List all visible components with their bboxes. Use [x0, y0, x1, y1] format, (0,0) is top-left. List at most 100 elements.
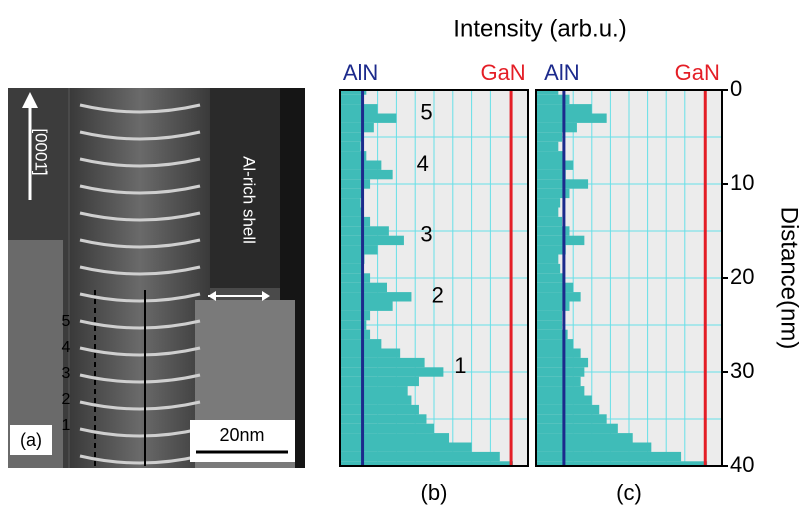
profile-bar — [536, 122, 577, 133]
profile-bar — [340, 433, 450, 443]
title: Intensity (arb.u.) — [453, 15, 626, 42]
profile-bar — [340, 414, 427, 424]
shell-label: Al-rich shell — [240, 156, 259, 244]
profile-bar — [340, 216, 371, 227]
profile-bar — [536, 179, 589, 189]
profile-bar — [340, 132, 363, 142]
profile-bar — [340, 188, 363, 199]
plot-frame — [339, 89, 529, 467]
profile-bar — [340, 367, 444, 377]
profile-bar — [536, 94, 570, 105]
profile-bar — [536, 273, 564, 283]
profile-bar — [536, 423, 618, 434]
profile-bar — [340, 442, 472, 452]
profile-bar — [340, 169, 393, 180]
profile-bar — [536, 132, 563, 142]
profile-bar — [536, 263, 561, 274]
scale-bar-label: 20nm — [219, 425, 264, 445]
profile-bar — [340, 329, 371, 340]
peak-label: 1 — [454, 353, 466, 378]
profile-bar — [340, 160, 382, 170]
profile-bar — [536, 226, 570, 236]
y-tick-label: 20 — [730, 264, 754, 289]
profile-bar — [340, 395, 412, 405]
peak-label: 2 — [432, 283, 444, 308]
profile-bar — [340, 404, 419, 415]
profile-bar — [536, 367, 585, 377]
profile-bar — [340, 292, 412, 302]
peak-label: 3 — [420, 222, 432, 247]
layer-label: 5 — [62, 313, 71, 330]
profile-bar — [536, 282, 574, 293]
profile-bar — [536, 90, 559, 95]
profile-bar — [536, 329, 568, 340]
profile-bar — [340, 122, 374, 133]
profile-bar — [536, 216, 563, 227]
profile-bar — [340, 301, 393, 311]
peak-label: 4 — [417, 151, 429, 176]
profile-bar — [536, 451, 682, 462]
profile-bar — [536, 245, 566, 255]
profile-bar — [536, 198, 561, 208]
profile-bar — [340, 310, 371, 321]
profile-bar — [536, 461, 708, 466]
profile-bar — [536, 376, 581, 387]
profile-bar — [340, 339, 382, 349]
profile-bar — [340, 113, 397, 123]
profile-bar — [536, 301, 570, 311]
profile-bar — [340, 104, 378, 114]
profile-bar — [340, 423, 434, 434]
profile-bar — [340, 348, 401, 358]
direction-label: [0001̄] — [32, 128, 51, 175]
profile-bar — [340, 461, 513, 466]
profile-bar — [340, 94, 363, 105]
profile-bar — [340, 357, 425, 368]
y-axis-label: Distance(nm) — [776, 207, 802, 350]
profile-bar — [536, 320, 563, 330]
panel-label: (a) — [20, 430, 42, 450]
y-tick-label: 30 — [730, 358, 754, 383]
profile-bar — [340, 141, 361, 152]
layer-label: 1 — [62, 417, 71, 434]
profile-bar — [536, 292, 581, 302]
profile-bar — [340, 151, 367, 161]
profile-bar — [340, 245, 378, 255]
panel-label: (c) — [616, 480, 642, 505]
profile-bar — [536, 160, 574, 170]
profile-bar — [536, 339, 574, 349]
profile-bar — [536, 404, 600, 415]
profile-bar — [536, 113, 607, 123]
profile-bar — [340, 179, 371, 189]
profile-bar — [536, 151, 564, 161]
layer-label: 2 — [62, 391, 71, 408]
profile-bar — [536, 169, 566, 180]
profile-bar — [536, 442, 652, 452]
reference-label: GaN — [675, 60, 720, 85]
profile-bar — [340, 235, 404, 246]
profile-bar — [536, 414, 607, 424]
reference-label: GaN — [480, 60, 525, 85]
micrograph — [8, 88, 305, 468]
profile-bar — [536, 433, 633, 443]
profile-bar — [340, 226, 389, 236]
profile-bar — [340, 386, 408, 396]
profile-bar — [340, 254, 365, 264]
profile-bar — [536, 141, 559, 152]
y-tick-label: 40 — [730, 452, 754, 477]
profile-bar — [536, 188, 570, 199]
y-tick-label: 0 — [730, 76, 742, 101]
profile-bar — [536, 207, 559, 217]
profile-bar — [340, 207, 363, 217]
profile-bar — [340, 90, 367, 95]
y-tick-label: 10 — [730, 170, 754, 195]
profile-bar — [340, 198, 361, 208]
profile-bar — [340, 376, 419, 387]
profile-bar — [536, 254, 559, 264]
peak-label: 5 — [420, 99, 432, 124]
profile-bar — [340, 273, 371, 283]
profile-bar — [536, 235, 585, 246]
profile-bar — [536, 357, 589, 368]
profile-bar — [340, 451, 500, 462]
profile-bar — [340, 320, 367, 330]
